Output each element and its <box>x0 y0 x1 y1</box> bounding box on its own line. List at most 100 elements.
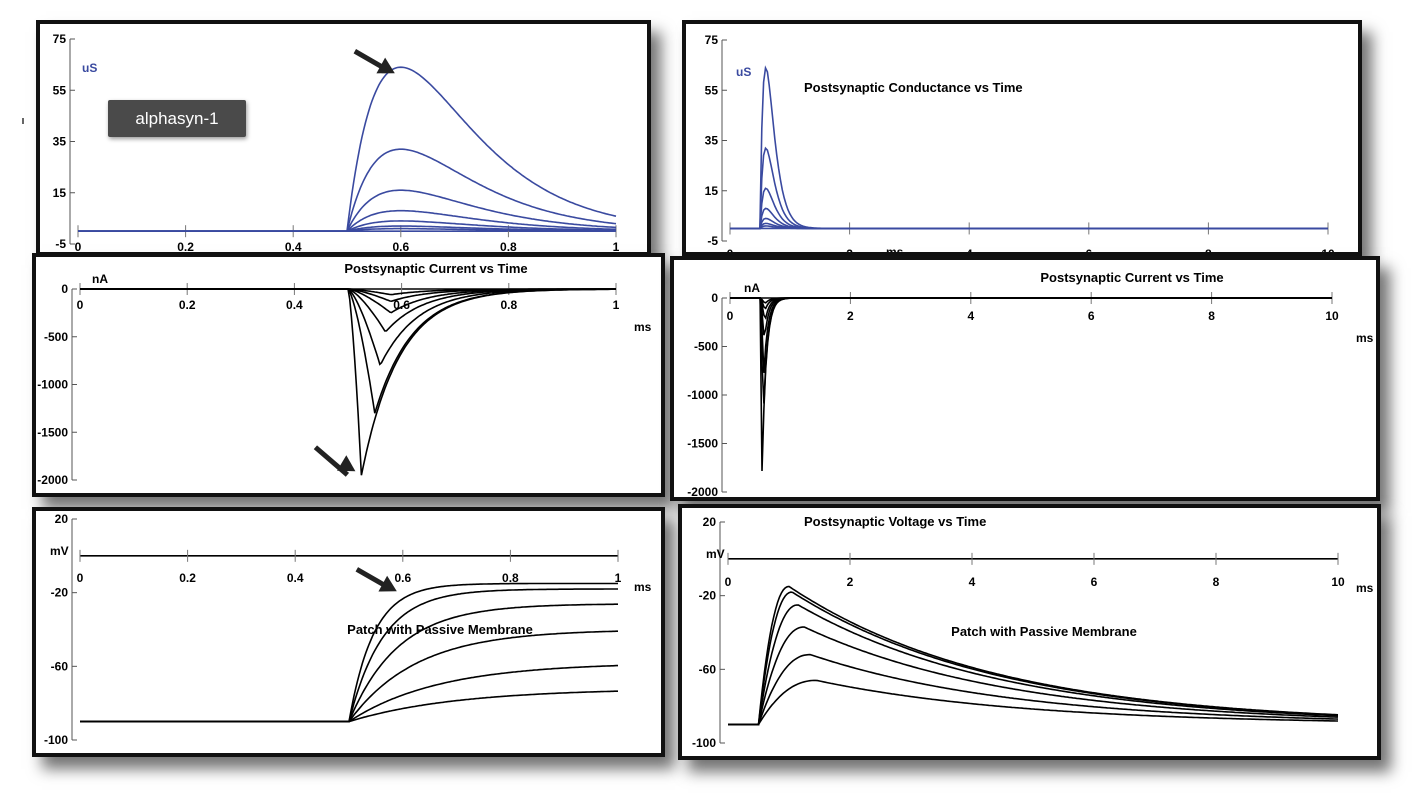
series-line <box>80 288 616 476</box>
x-tick-label: 6 <box>1085 247 1092 252</box>
series-line <box>728 585 1339 726</box>
x-tick-label: 2 <box>847 309 854 323</box>
y-tick-label: 20 <box>703 515 717 529</box>
y-tick-label: 75 <box>53 32 67 46</box>
series-line <box>78 66 617 232</box>
y-tick-label: -5 <box>707 234 718 248</box>
series-line <box>80 630 618 723</box>
chart-conductance-10ms: -5 15 35 55 75 0 2 4 6 8 10 uS ms Postsynaptic Conduc… <box>705 33 1335 252</box>
x-unit-label: ms <box>634 580 652 594</box>
y-tick-label: 55 <box>53 83 67 97</box>
y-tick-label: -1500 <box>687 437 718 451</box>
x-tick-label: 1 <box>613 240 620 252</box>
chart-title: Postsynaptic Current vs Time <box>344 261 527 276</box>
y-tick-label: -2000 <box>37 473 68 487</box>
x-tick-label: 2 <box>847 575 854 589</box>
x-tick-label: 10 <box>1325 309 1339 323</box>
y-unit-label: uS <box>82 61 97 75</box>
y-tick-label: -5 <box>55 237 66 251</box>
y-tick-label: -500 <box>44 330 68 344</box>
x-tick-label: 0.4 <box>286 298 303 312</box>
x-tick-label: 0 <box>75 240 82 252</box>
y-tick-label: -2000 <box>687 485 718 497</box>
x-tick-label: 0 <box>77 298 84 312</box>
x-unit-label: ms <box>634 320 652 334</box>
x-tick-label: 10 <box>1331 575 1345 589</box>
series-line <box>78 227 617 232</box>
series-line <box>730 207 1328 230</box>
edge-mark <box>22 118 24 124</box>
x-tick-label: 6 <box>1091 575 1098 589</box>
chart-conductance-1ms: -5 15 35 55 75 0 0.2 0.4 0.6 0.8 1 uS <box>53 32 620 252</box>
x-tick-label: 4 <box>966 247 973 252</box>
arrow-head <box>337 455 356 472</box>
series-line <box>728 679 1338 726</box>
series-line <box>80 288 616 296</box>
x-tick-label: 10 <box>1321 247 1335 252</box>
series-line <box>80 588 618 723</box>
series-line <box>730 225 1328 230</box>
series-line <box>728 626 1338 726</box>
x-tick-label: 0.2 <box>179 298 196 312</box>
arrow-head <box>378 575 397 592</box>
series-line <box>80 288 616 366</box>
chart-title: Postsynaptic Current vs Time <box>1040 270 1223 285</box>
y-tick-label: -1500 <box>37 425 68 439</box>
y-unit-label: uS <box>736 65 751 79</box>
series-line <box>80 582 618 723</box>
x-tick-label: 0 <box>77 571 84 585</box>
x-unit-label: ms <box>886 245 904 252</box>
panel-voltage-10ms: 20 -20 -60 -100 0 2 4 6 8 10 mV ms Postsynaptic Volt… <box>678 504 1381 760</box>
x-tick-label: 0.8 <box>500 240 517 252</box>
panel-conductance-10ms: -5 15 35 55 75 0 2 4 6 8 10 uS ms Postsynaptic Conduc… <box>682 20 1362 256</box>
x-tick-label: 0.6 <box>392 240 409 252</box>
series-line <box>730 146 1328 230</box>
series-line <box>728 604 1339 726</box>
y-tick-label: -20 <box>51 586 69 600</box>
series-line <box>730 217 1328 230</box>
series-line <box>730 297 1332 404</box>
y-tick-label: 35 <box>53 135 67 149</box>
x-tick-label: 6 <box>1088 309 1095 323</box>
y-tick-label: -60 <box>51 659 69 673</box>
series-line <box>728 653 1339 726</box>
chart-subtitle: Patch with Passive Membrane <box>951 624 1137 639</box>
y-unit-label: mV <box>706 547 725 561</box>
chart-title: Patch with Passive Membrane <box>347 622 533 637</box>
y-tick-label: -1000 <box>37 378 68 392</box>
x-tick-label: 0.8 <box>500 298 517 312</box>
series-line <box>730 297 1332 320</box>
chart-voltage-1ms: 20 -20 -60 -100 0 0.2 0.4 0.6 0.8 1 mV ms Patch with… <box>44 512 652 747</box>
x-unit-label: ms <box>1356 581 1374 595</box>
series-line <box>730 297 1332 336</box>
series-line <box>730 297 1332 373</box>
chart-voltage-10ms: 20 -20 -60 -100 0 2 4 6 8 10 mV ms Postsynaptic Volt… <box>692 514 1374 750</box>
chart-title: Postsynaptic Conductance vs Time <box>804 80 1023 95</box>
x-tick-label: 0.2 <box>177 240 194 252</box>
x-tick-label: 2 <box>846 247 853 252</box>
y-tick-label: -20 <box>699 589 717 603</box>
y-tick-label: -100 <box>692 736 716 750</box>
x-tick-label: 8 <box>1208 309 1215 323</box>
series-line <box>730 297 1332 472</box>
x-unit-label: ms <box>1356 331 1374 345</box>
y-unit-label: nA <box>92 272 108 286</box>
x-tick-label: 0.2 <box>179 571 196 585</box>
x-tick-label: 1 <box>615 571 622 585</box>
series-line <box>730 187 1328 230</box>
y-tick-label: -60 <box>699 662 717 676</box>
y-tick-label: -100 <box>44 733 68 747</box>
panel-current-1ms: 0 -500 -1000 -1500 -2000 0 0.2 0.4 0.6 0.8 1 nA ms Po… <box>32 253 665 497</box>
y-unit-label: nA <box>744 281 760 295</box>
panel-voltage-1ms: 20 -20 -60 -100 0 0.2 0.4 0.6 0.8 1 mV ms Patch with… <box>32 507 665 757</box>
y-tick-label: -500 <box>694 340 718 354</box>
x-tick-label: 4 <box>967 309 974 323</box>
y-tick-label: 55 <box>705 83 719 97</box>
y-unit-label: mV <box>50 544 69 558</box>
series-line <box>728 591 1338 726</box>
y-tick-label: -1000 <box>687 388 718 402</box>
y-tick-label: 15 <box>705 184 719 198</box>
panel-conductance-1ms: -5 15 35 55 75 0 0.2 0.4 0.6 0.8 1 uS <box>36 20 651 256</box>
x-tick-label: 0 <box>727 247 734 252</box>
